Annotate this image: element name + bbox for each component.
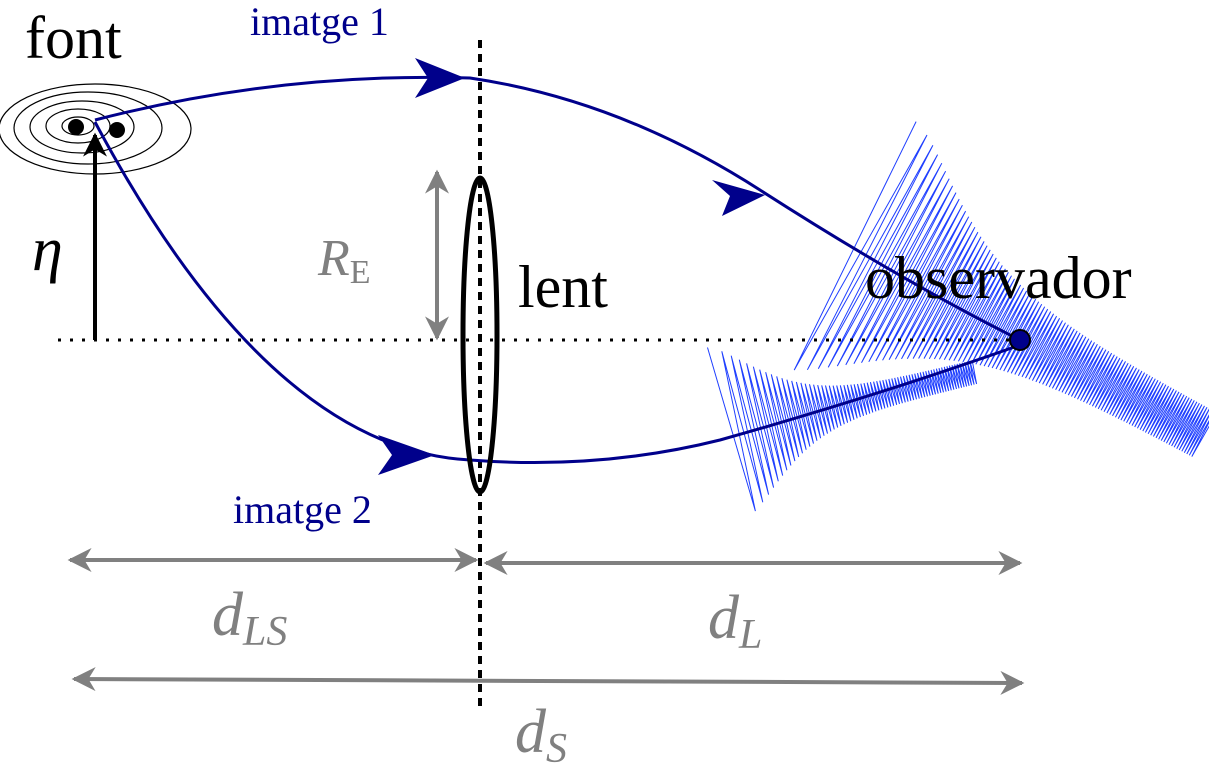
einstein-radius-label: RE (317, 230, 371, 291)
image2-label: imatge 2 (233, 487, 372, 532)
observer-label: observador (865, 245, 1132, 311)
subscript: E (350, 254, 371, 291)
symbol: R (317, 230, 350, 287)
wave (793, 121, 1209, 457)
d-s-label: dS (515, 698, 567, 764)
source-star (68, 119, 84, 135)
gravitational-waves (707, 121, 1209, 512)
d-l-label: dL (708, 584, 762, 658)
distance-arrows (67, 169, 1025, 695)
observer (1009, 329, 1031, 351)
path-arrows (378, 58, 765, 475)
subscript: LS (242, 609, 287, 655)
source-label: font (25, 5, 122, 71)
source-rings (0, 83, 192, 175)
wave (707, 347, 978, 512)
d-ls-label: dLS (212, 581, 287, 655)
symbol: d (708, 584, 740, 652)
subscript: S (546, 726, 567, 764)
source-star (109, 122, 125, 138)
lens (460, 175, 500, 495)
lens-label: lent (518, 254, 608, 320)
eta-label: η (32, 216, 63, 284)
image1-label: imatge 1 (250, 0, 389, 44)
subscript: L (738, 612, 762, 658)
symbol: d (515, 698, 547, 764)
light-paths (93, 75, 1021, 464)
symbol: d (212, 581, 244, 649)
